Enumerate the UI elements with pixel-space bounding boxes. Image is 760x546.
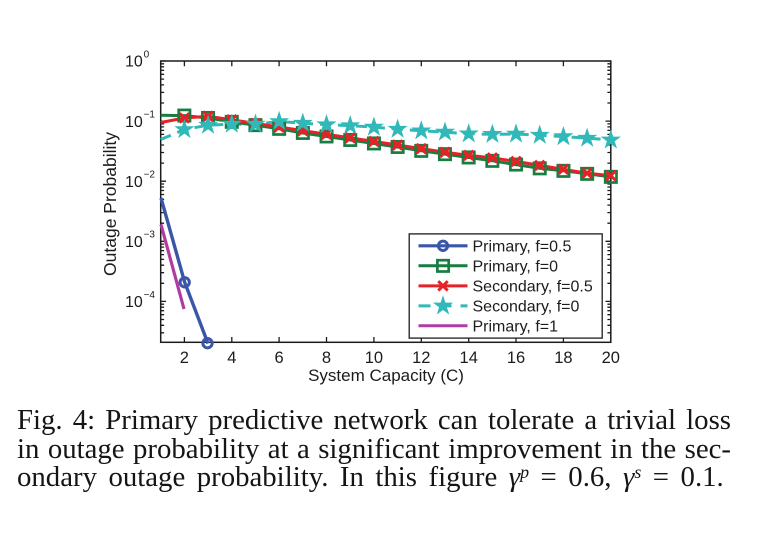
svg-text:Outage Probability: Outage Probability	[100, 132, 120, 276]
svg-text:10: 10	[125, 294, 143, 311]
svg-text:Primary, f=0.5: Primary, f=0.5	[473, 238, 572, 255]
svg-text:2: 2	[180, 349, 189, 367]
svg-text:0: 0	[144, 49, 150, 60]
svg-text:−4: −4	[144, 290, 156, 301]
svg-text:−3: −3	[144, 230, 156, 241]
svg-text:10: 10	[125, 114, 143, 131]
svg-text:4: 4	[227, 349, 236, 367]
svg-text:Secondary, f=0: Secondary, f=0	[473, 298, 580, 315]
svg-text:10: 10	[125, 174, 143, 191]
svg-text:10: 10	[365, 349, 383, 367]
svg-text:14: 14	[460, 349, 478, 367]
svg-text:20: 20	[602, 349, 620, 367]
svg-text:18: 18	[554, 349, 572, 367]
svg-text:Primary, f=0: Primary, f=0	[473, 258, 559, 275]
svg-text:16: 16	[507, 349, 525, 367]
svg-text:System Capacity (C): System Capacity (C)	[308, 366, 464, 385]
svg-text:−2: −2	[144, 170, 156, 181]
svg-text:−1: −1	[144, 110, 156, 121]
svg-text:Secondary, f=0.5: Secondary, f=0.5	[473, 278, 593, 295]
svg-text:Primary, f=1: Primary, f=1	[473, 318, 559, 335]
svg-text:12: 12	[412, 349, 430, 367]
svg-text:8: 8	[322, 349, 331, 367]
svg-text:6: 6	[275, 349, 284, 367]
svg-text:10: 10	[125, 54, 143, 71]
svg-text:10: 10	[125, 234, 143, 251]
